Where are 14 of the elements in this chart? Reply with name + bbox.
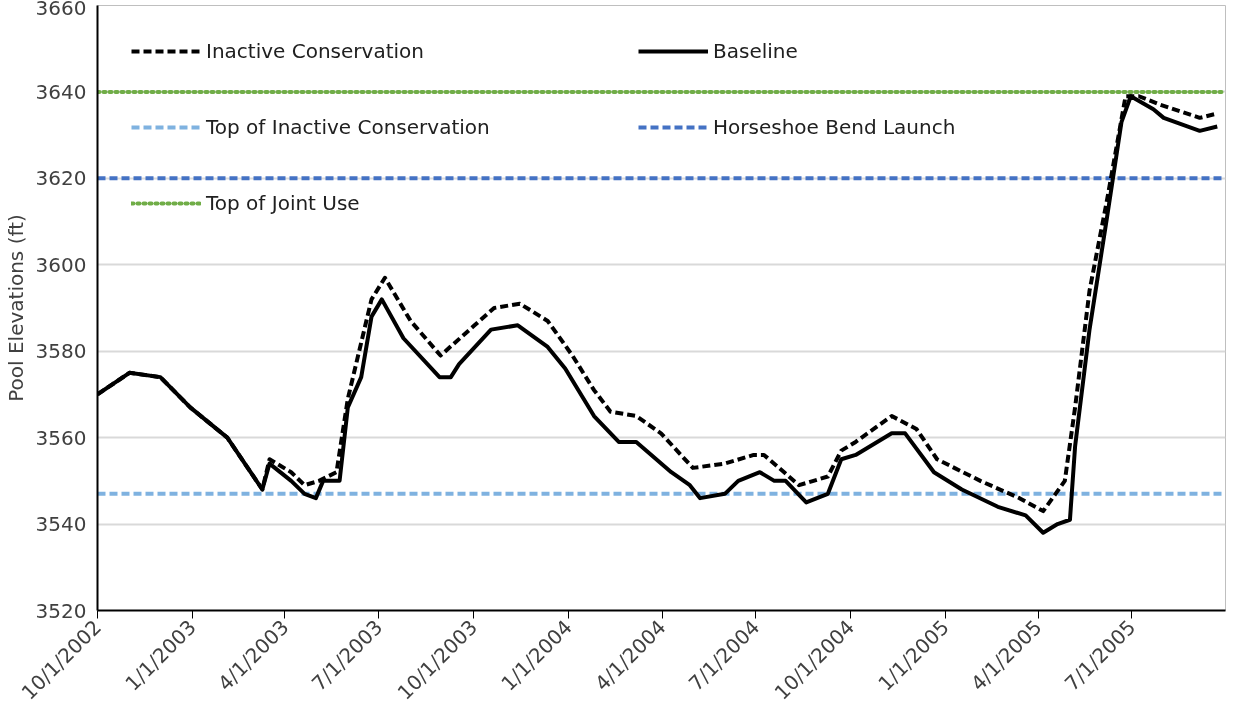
- y-tick-label: 3560: [35, 425, 87, 450]
- legend-label: Inactive Conservation: [206, 39, 425, 63]
- y-tick-label: 3640: [35, 79, 87, 104]
- y-tick-label: 3520: [35, 598, 87, 623]
- y-tick-label: 3660: [35, 0, 87, 20]
- legend-label: Top of Inactive Conservation: [206, 115, 491, 139]
- y-axis-title: Pool Elevations (ft): [3, 214, 28, 402]
- y-tick-label: 3600: [35, 252, 87, 277]
- legend-label: Horseshoe Bend Launch: [713, 115, 957, 139]
- y-tick-label: 3620: [35, 166, 87, 191]
- y-tick-label: 3580: [35, 339, 87, 364]
- y-tick-label: 3540: [35, 512, 87, 537]
- legend-label: Top of Joint Use: [206, 191, 361, 215]
- legend-label: Baseline: [713, 39, 799, 63]
